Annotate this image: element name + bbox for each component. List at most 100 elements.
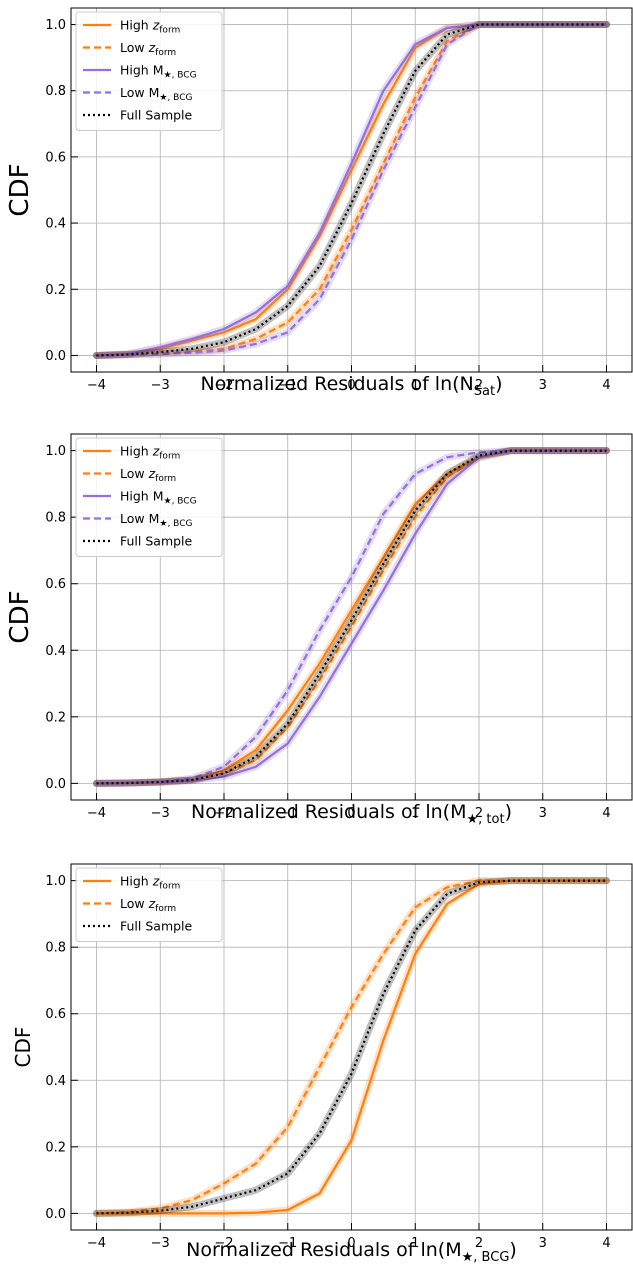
x-tick-label: 4 (602, 1236, 610, 1251)
cdf-panel-2: −4 −3 −2 −1 0 1 2 3 4 0.0 0.2 0.4 0.6 0.8 1.0 CDF Normal… (5, 433, 633, 827)
legend-box (75, 437, 223, 557)
x-tick-label: 0 (347, 378, 355, 393)
x-tick-label: 4 (602, 378, 610, 393)
x-axis-label-suffix: ) (505, 801, 512, 823)
y-tick-label: 0.2 (45, 283, 66, 298)
legend-entry: Full Sample (120, 108, 193, 123)
cdf-panel-3: −4 −3 −2 −1 0 1 2 3 4 0.0 0.2 0.4 0.6 0.8 1.0 CDF Normal… (11, 863, 633, 1265)
y-tick-label: 1.0 (45, 444, 66, 459)
x-tick-label: −3 (151, 806, 170, 821)
x-tick-label: 2 (475, 1236, 483, 1251)
x-tick-label: 1 (411, 378, 419, 393)
legend-entry: Low zform (120, 40, 176, 58)
legend-label-text: Low (120, 466, 149, 481)
legend-label-symbol: z (148, 40, 156, 55)
x-tick-label: 1 (411, 1236, 419, 1251)
legend-entry: High zform (120, 18, 180, 36)
legend-label-subscript: form (155, 48, 176, 58)
x-tick-label: −1 (278, 806, 297, 821)
x-tick-label: 3 (539, 806, 547, 821)
legend-label-subscript: form (155, 474, 176, 484)
legend-label-symbol: M (149, 85, 160, 100)
legend-entry: High zform (120, 874, 180, 892)
legend-label-subscript: ★, BCG (164, 71, 197, 81)
x-tick-label: −4 (87, 378, 106, 393)
legend-box (75, 867, 223, 942)
cdf-panel-1: −4 −3 −2 −1 0 1 2 3 4 0.0 0.2 0.4 0.6 0.8 1.0 CDF Normal… (5, 7, 633, 399)
y-tick-label: 0.6 (45, 1007, 66, 1022)
legend-label-symbol: z (152, 18, 160, 33)
legend-label-subscript: ★, BCG (159, 93, 192, 103)
x-tick-label: 1 (411, 806, 419, 821)
y-tick-label: 0.4 (45, 217, 66, 232)
y-tick-label: 0.8 (45, 84, 66, 99)
legend-entry: High zform (120, 444, 180, 462)
legend-label-subscript: form (159, 882, 180, 892)
legend-label-subscript: form (159, 452, 180, 462)
x-axis-label: Normalized Residuals of ln(M★, BCG) (186, 1239, 517, 1265)
x-tick-label: 3 (539, 1236, 547, 1251)
x-tick-label: 0 (347, 1236, 355, 1251)
y-tick-label: 0.2 (45, 1140, 66, 1155)
x-axis-label-prefix: Normalized Residuals of ln( (200, 373, 459, 395)
legend-label-symbol: M (153, 63, 164, 78)
x-tick-label: −1 (278, 378, 297, 393)
series-line (96, 23, 607, 357)
y-tick-label: 0.6 (45, 577, 66, 592)
x-tick-label: 3 (539, 378, 547, 393)
y-tick-label: 0.0 (45, 1207, 66, 1222)
legend-box (75, 11, 223, 131)
y-tick-label: 1.0 (45, 874, 66, 889)
y-tick-label: 1.0 (45, 18, 66, 33)
y-axis-label: CDF (5, 163, 35, 216)
legend-label-symbol: M (149, 511, 160, 526)
legend-label-text: Low (120, 85, 149, 100)
legend-label-subscript: form (159, 26, 180, 36)
x-axis-label: Normalized Residuals of ln(NSat) (200, 373, 502, 399)
legend-entry: High M★, BCG (120, 489, 197, 507)
legend-label-text: Full Sample (120, 534, 193, 549)
x-axis-label-symbol: N (460, 373, 474, 395)
legend-label-text: High (120, 63, 153, 78)
legend-label-text: Low (120, 40, 149, 55)
legend-entry: Low M★, BCG (120, 85, 192, 103)
legend-label-text: Low (120, 896, 149, 911)
y-axis-label: CDF (5, 590, 35, 643)
series-line (96, 879, 607, 1215)
y-tick-label: 0.4 (45, 1074, 66, 1089)
y-tick-label: 0.8 (45, 511, 66, 526)
legend-entry: High M★, BCG (120, 63, 197, 81)
x-axis-label: Normalized Residuals of ln(M★, tot) (191, 801, 512, 827)
legend-label-subscript: ★, BCG (159, 519, 192, 529)
x-axis-label-subscript: ★, BCG (462, 1250, 510, 1265)
y-tick-label: 0.0 (45, 777, 66, 792)
y-tick-label: 0.6 (45, 150, 66, 165)
x-tick-label: −1 (278, 1236, 297, 1251)
x-axis-label-suffix: ) (495, 373, 502, 395)
x-tick-label: 2 (475, 806, 483, 821)
legend-label-subscript: ★, BCG (164, 497, 197, 507)
x-tick-label: 4 (602, 806, 610, 821)
legend-entry: Full Sample (120, 919, 193, 934)
legend-entry: Low zform (120, 466, 176, 484)
x-axis-label-subscript: Sat (474, 384, 495, 399)
x-tick-label: −2 (214, 1236, 233, 1251)
legend-label-text: Full Sample (120, 108, 193, 123)
legend-label-text: High (120, 874, 153, 889)
legend-entry: Full Sample (120, 534, 193, 549)
legend-label-text: High (120, 18, 153, 33)
series-line (96, 879, 607, 1215)
legend-label-subscript: form (155, 904, 176, 914)
legend-label-symbol: z (148, 466, 156, 481)
x-axis-label-suffix: ) (509, 1239, 516, 1261)
legend-label-symbol: z (152, 874, 160, 889)
x-tick-label: −4 (87, 1236, 106, 1251)
y-tick-label: 0.0 (45, 349, 66, 364)
legend-label-symbol: M (153, 489, 164, 504)
y-tick-label: 0.4 (45, 644, 66, 659)
y-axis-label: CDF (11, 1027, 35, 1068)
x-tick-label: 0 (347, 806, 355, 821)
x-tick-label: −4 (87, 806, 106, 821)
